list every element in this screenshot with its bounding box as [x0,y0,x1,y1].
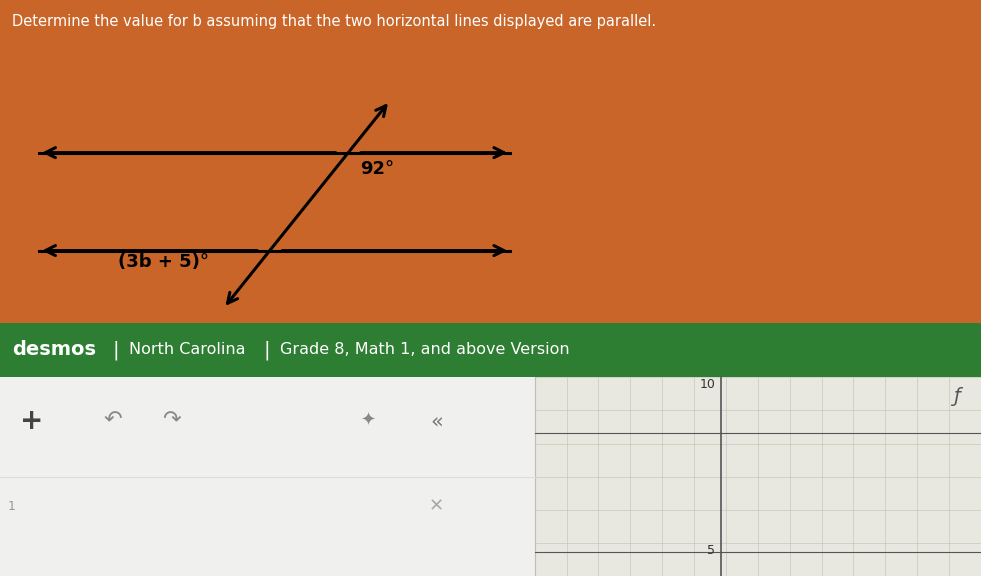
Text: ƒ: ƒ [953,387,960,406]
Text: 1: 1 [8,500,16,513]
Text: ✕: ✕ [429,498,444,516]
Text: «: « [431,411,442,431]
Text: 10: 10 [699,378,715,391]
Bar [0,377,981,576]
Text: ✦: ✦ [360,412,376,430]
Bar [535,377,981,576]
Text: (3b + 5)°: (3b + 5)° [118,253,209,271]
Text: |: | [113,340,119,359]
Text: |: | [264,340,270,359]
Text: 5: 5 [707,544,715,557]
Text: North Carolina: North Carolina [129,342,246,358]
Text: +: + [20,407,43,435]
Text: ↷: ↷ [163,411,181,431]
Bar [0,323,981,377]
Text: Determine the value for b assuming that the two horizontal lines displayed are p: Determine the value for b assuming that … [12,14,656,29]
Text: Grade 8, Math 1, and above Version: Grade 8, Math 1, and above Version [280,342,569,358]
Text: 92°: 92° [360,160,394,177]
Text: ↶: ↶ [104,411,122,431]
Text: desmos: desmos [12,340,96,359]
